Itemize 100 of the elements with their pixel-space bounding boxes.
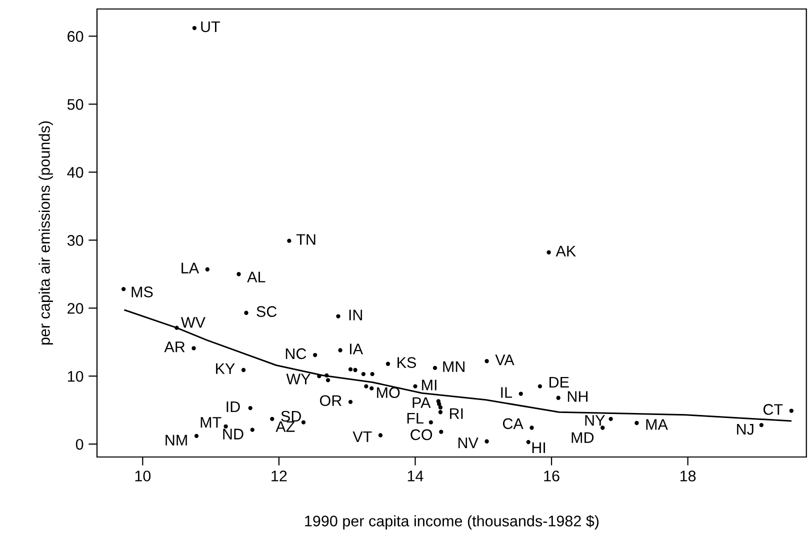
point [484, 439, 489, 444]
x-tick-label: 12 [272, 470, 287, 482]
annotation: DE [550, 376, 569, 388]
annotation: NY [585, 415, 605, 426]
y-tick-label: 50 [67, 99, 84, 110]
annotation: OR [320, 395, 342, 406]
annotation: KS [398, 357, 416, 368]
point [370, 386, 374, 390]
annotation: NJ [737, 424, 754, 435]
annotation: VT [352, 431, 372, 442]
annotation: IN [349, 310, 362, 320]
point [312, 352, 318, 358]
annotation: NV [458, 438, 478, 448]
point [546, 250, 551, 254]
point [301, 420, 306, 424]
point [244, 310, 248, 315]
y-tick-label: 30 [67, 235, 84, 246]
annotation: AZ [276, 421, 295, 432]
point [526, 440, 530, 444]
annotation: NH [568, 391, 588, 402]
annotation: PA [412, 397, 431, 408]
x-tick-label: 14 [408, 470, 424, 482]
point [348, 400, 353, 404]
annotation: VA [495, 354, 514, 366]
annotation: AK [556, 246, 576, 256]
point [361, 372, 366, 376]
y-tick-label: 10 [68, 370, 84, 382]
y-axis-title: per capita air emissions (pounds) [38, 121, 53, 345]
point [759, 422, 764, 428]
point [205, 267, 210, 272]
point [317, 374, 322, 378]
annotation: FL [407, 412, 424, 424]
annotation: MN [443, 361, 464, 372]
point [338, 348, 342, 352]
y-tick-label: 0 [76, 438, 84, 450]
annotation: LA [182, 262, 200, 274]
annotation: MD [572, 432, 594, 443]
point [336, 314, 340, 318]
annotation: WY [286, 374, 310, 384]
point [428, 420, 433, 424]
annotation: CT [763, 404, 783, 415]
point [192, 26, 197, 30]
point [634, 420, 639, 426]
point [438, 405, 443, 410]
annotation: AL [247, 272, 266, 282]
point [789, 408, 794, 413]
point [270, 416, 274, 422]
x-tick-label: 18 [680, 470, 696, 482]
point [224, 424, 228, 428]
annotation: ID [226, 401, 240, 412]
point [236, 272, 241, 276]
y-tick-label: 20 [68, 302, 84, 314]
x-axis-title: 1990 per capita income (thousands-1982 $) [305, 514, 599, 530]
point [324, 373, 329, 378]
x-tick-label: 16 [544, 470, 560, 482]
point [378, 433, 383, 438]
annotation: RI [450, 408, 463, 419]
point [386, 362, 390, 366]
point [438, 410, 443, 414]
annotation: SD [281, 410, 301, 422]
point [538, 384, 542, 388]
point [241, 368, 246, 372]
point [413, 384, 418, 388]
annotation: KY [216, 363, 235, 374]
y-tick-label: 60 [68, 31, 84, 42]
annotation: TN [296, 234, 316, 245]
annotation: CA [502, 418, 524, 430]
annotation: UT [201, 21, 220, 32]
annotation: IL [501, 387, 512, 398]
annotation: NC [286, 348, 306, 360]
annotation: AR [164, 342, 185, 352]
point [518, 392, 523, 396]
point [250, 428, 254, 432]
point [287, 238, 292, 243]
point [348, 367, 353, 372]
annotation: MA [646, 419, 668, 430]
y-tick-label: 40 [67, 167, 84, 178]
point [194, 434, 199, 438]
annotation: WV [180, 317, 206, 328]
annotation: IA [350, 344, 364, 354]
point [437, 402, 442, 406]
annotation: MI [422, 380, 436, 390]
point [439, 430, 444, 434]
annotation: HI [532, 442, 545, 453]
annotation: SC [256, 306, 277, 317]
annotation: MT [200, 417, 222, 428]
point [248, 406, 252, 410]
point [121, 287, 126, 292]
x-tick-label: 10 [135, 470, 151, 482]
point [353, 368, 358, 372]
annotation: ND [223, 428, 244, 440]
point [364, 384, 368, 388]
point [484, 359, 489, 364]
point [370, 372, 374, 376]
annotation: MS [132, 286, 153, 298]
annotation: MO [377, 387, 400, 398]
point [326, 378, 330, 382]
annotation: CO [410, 429, 432, 440]
point [432, 366, 438, 370]
point [608, 416, 613, 422]
